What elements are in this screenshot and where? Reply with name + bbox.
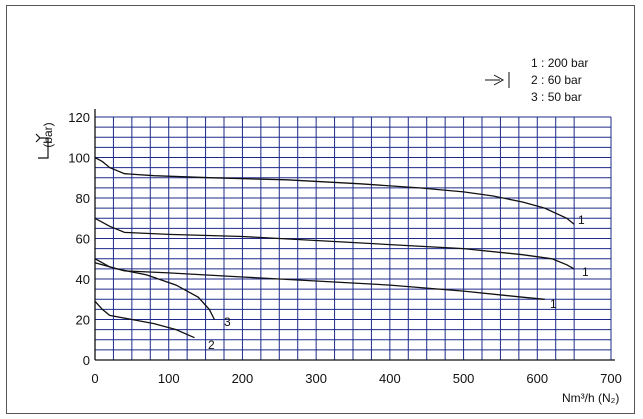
legend-value-1: 200 bar	[548, 56, 589, 70]
series-line-5	[94, 262, 215, 320]
curve-label-1a: 1	[578, 213, 585, 227]
x-tick-label: 100	[158, 371, 180, 386]
legend-value-3: 50 bar	[548, 90, 582, 104]
y-tick-label: 80	[76, 191, 90, 206]
x-tick-label: 500	[453, 371, 475, 386]
grid	[94, 116, 612, 361]
curve-label-3: 3	[224, 315, 231, 329]
x-tick-label: 700	[600, 371, 622, 386]
y-tick-label: 60	[76, 232, 90, 247]
x-axis-label: Nm³/h (N₂)	[562, 391, 619, 405]
x-tick-label: 600	[526, 371, 548, 386]
series-line-1	[94, 156, 575, 225]
series-line-4	[94, 300, 195, 339]
series-line-2	[94, 217, 575, 270]
legend-entry-3: 3 : 50 bar	[531, 90, 582, 104]
curve-label-1c: 1	[550, 297, 557, 311]
flow-arrow-icon	[485, 72, 510, 88]
series-layer	[94, 156, 575, 339]
legend-label-3: 3	[531, 90, 538, 104]
y-axis-label: (bar)	[41, 122, 55, 147]
curve-label-1b: 1	[582, 265, 589, 279]
pressure-icon	[35, 133, 49, 159]
y-tick-label: 0	[83, 353, 90, 368]
legend-entry-1: 1 : 200 bar	[531, 56, 588, 70]
tick-labels: 0 100 200 300 400 500 600 700 0 20 40 60 80 100 120	[68, 110, 622, 386]
x-tick-label: 200	[232, 371, 254, 386]
y-tick-label: 40	[76, 272, 90, 287]
y-tick-label: 120	[68, 110, 90, 125]
chart-frame	[6, 5, 635, 414]
axes	[94, 109, 615, 361]
x-tick-label: 0	[91, 371, 98, 386]
legend-label-2: 2	[531, 73, 538, 87]
y-tick-label: 100	[68, 151, 90, 166]
y-tick-label: 20	[76, 313, 90, 328]
legend-value-2: 60 bar	[548, 73, 582, 87]
x-tick-label: 400	[379, 371, 401, 386]
legend-entry-2: 2 : 60 bar	[531, 73, 582, 87]
legend: 1 : 200 bar 2 : 60 bar 3 : 50 bar	[485, 56, 588, 104]
curve-label-2: 2	[208, 338, 215, 352]
legend-label-1: 1	[531, 56, 538, 70]
x-tick-label: 300	[305, 371, 327, 386]
